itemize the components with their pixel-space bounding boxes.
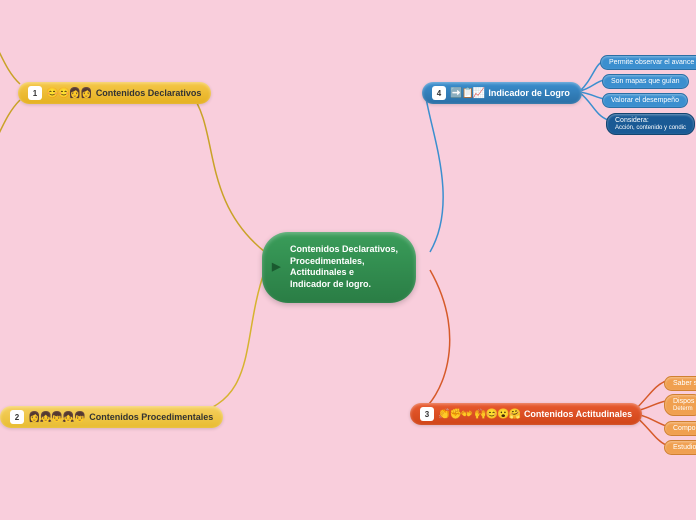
branch-number: 2 [10,410,24,424]
branch-b1[interactable]: 1 😊😊👩👩 Contenidos Declarativos [18,82,211,104]
branch-emojis: ➡️📋📈 [450,88,484,99]
subnode-s2[interactable]: Son mapas que guían [602,74,689,89]
subnode-s3[interactable]: Valorar el desempeño [602,93,688,108]
branch-number: 1 [28,86,42,100]
branch-number: 3 [420,407,434,421]
branch-number: 4 [432,86,446,100]
branch-b2[interactable]: 2 👩👧👦👧👦 Contenidos Procedimentales [0,406,223,428]
center-text: Contenidos Declarativos, Procedimentales… [290,244,398,291]
subnode-line2: Acción, contenido y condic [615,125,686,132]
subnode-s6[interactable]: DisposDeterm [664,394,696,416]
branch-emojis: 😊😊👩👩 [46,88,92,99]
branch-b3[interactable]: 3 👏✊👐 🙌😊😮🤗 Contenidos Actitudinales [410,403,642,425]
center-node[interactable]: ▶ Contenidos Declarativos, Procedimental… [262,232,416,303]
branch-emojis: 👏✊👐 🙌😊😮🤗 [438,409,520,420]
subnode-s5[interactable]: Saber se [664,376,696,391]
flag-icon: ▶ [272,260,280,274]
subnode-s8[interactable]: Estudio e [664,440,696,455]
subnode-s7[interactable]: Comport [664,421,696,436]
subnode-line2: Determ [673,406,694,413]
branch-label: Contenidos Procedimentales [89,412,213,422]
branch-b4[interactable]: 4 ➡️📋📈 Indicador de Logro [422,82,582,104]
subnode-s1[interactable]: Permite observar el avance [600,55,696,70]
branch-label: Contenidos Declarativos [96,88,202,98]
subnode-line1: Dispos [673,398,694,406]
branch-emojis: 👩👧👦👧👦 [28,412,85,423]
branch-label: Indicador de Logro [488,88,570,98]
subnode-line1: Considera: [615,117,686,125]
branch-label: Contenidos Actitudinales [524,409,632,419]
subnode-s4[interactable]: Considera:Acción, contenido y condic [606,113,695,135]
